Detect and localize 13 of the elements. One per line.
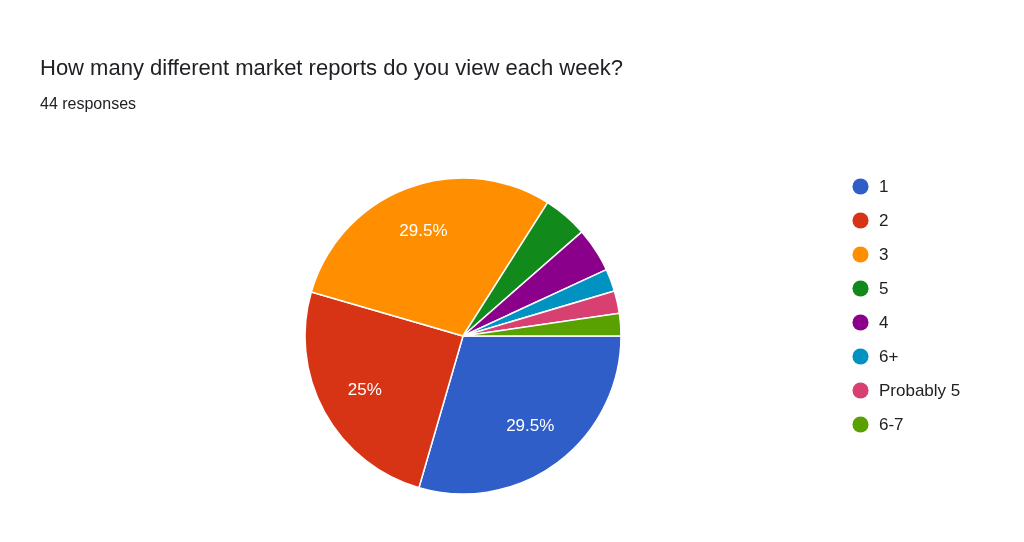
- legend-label: 4: [879, 312, 889, 332]
- legend-label: 5: [879, 278, 889, 298]
- data-label: 29.5%: [506, 415, 555, 435]
- text: 44 responses: [40, 95, 137, 112]
- data-label: 29.5%: [399, 221, 448, 241]
- legend-label: 3: [879, 244, 889, 264]
- legend-label: 6-7: [879, 414, 904, 434]
- data-label: 25%: [347, 379, 382, 399]
- legend-label: 6+: [879, 346, 899, 366]
- legend-label: Probably 5: [879, 380, 961, 400]
- chart-title: How many different market reports do you view each week?: [40, 55, 623, 80]
- legend-label: 1: [879, 176, 889, 196]
- legend-label: 2: [879, 210, 889, 230]
